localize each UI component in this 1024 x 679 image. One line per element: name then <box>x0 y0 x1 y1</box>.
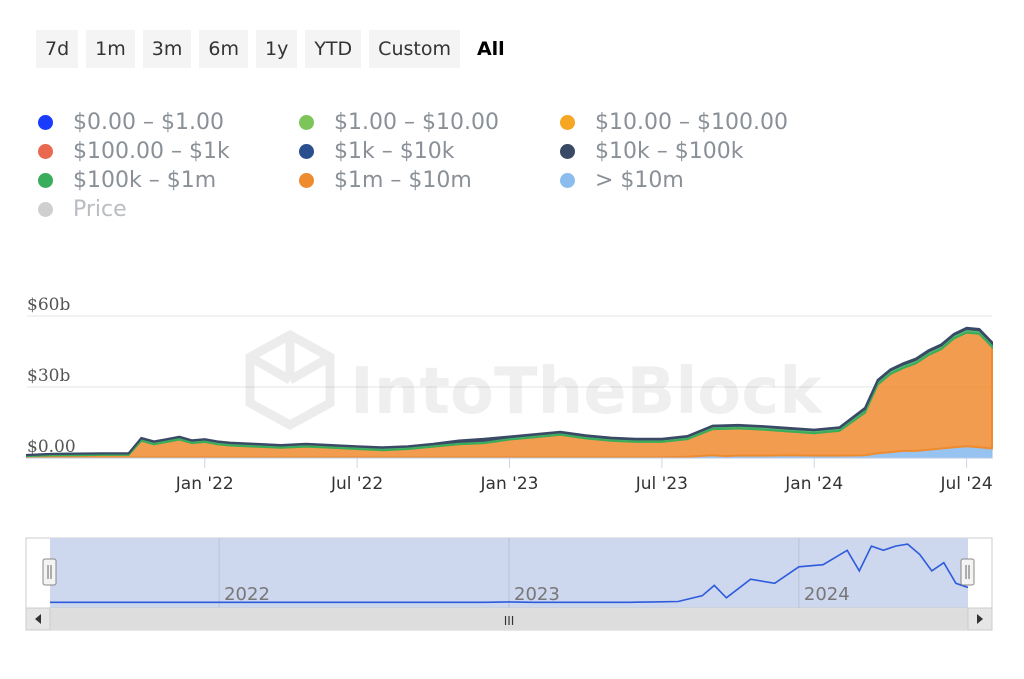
x-axis: Jan '22 Jul '22 Jan '23 Jul '23 Jan '24 Jul '… <box>175 458 993 494</box>
legend-label: $1.00 – $10.00 <box>334 110 499 135</box>
legend-label: $1m – $10m <box>334 168 472 193</box>
legend-dot-icon <box>299 115 314 130</box>
legend-label: $1k – $10k <box>334 139 455 164</box>
legend-dot-icon <box>38 202 53 217</box>
legend-item[interactable]: $0.00 – $1.00 <box>38 108 299 137</box>
legend-label: $100.00 – $1k <box>73 139 230 164</box>
x-tick-label: Jul '22 <box>330 474 383 494</box>
scroll-right-button[interactable] <box>967 607 993 631</box>
navigator-grid: 2022 2023 2024 <box>218 538 850 608</box>
legend-label: Price <box>73 197 127 222</box>
legend-item[interactable]: $10.00 – $100.00 <box>560 108 821 137</box>
x-tick-label: Jul '23 <box>635 474 688 494</box>
range-button-1m[interactable]: 1m <box>86 30 135 68</box>
watermark-logo <box>245 329 335 431</box>
y-tick-label: $60b <box>27 295 70 315</box>
legend-dot-icon <box>299 173 314 188</box>
legend: $0.00 – $1.00 $1.00 – $10.00 $10.00 – $100… <box>38 108 838 224</box>
legend-item[interactable]: $10k – $100k <box>560 137 821 166</box>
legend-item[interactable]: $1.00 – $10.00 <box>299 108 560 137</box>
legend-item[interactable]: $100.00 – $1k <box>38 137 299 166</box>
navigator-handle-left[interactable] <box>42 558 57 586</box>
legend-label: $100k – $1m <box>73 168 217 193</box>
legend-dot-icon <box>560 115 575 130</box>
legend-dot-icon <box>560 173 575 188</box>
navigator-year-label: 2022 <box>224 584 270 605</box>
range-button-6m[interactable]: 6m <box>199 30 248 68</box>
legend-item[interactable]: $1k – $10k <box>299 137 560 166</box>
navigator-handle-right[interactable] <box>960 558 975 586</box>
legend-label: $10.00 – $100.00 <box>595 110 788 135</box>
legend-item[interactable]: Price <box>38 195 299 224</box>
area-chart: IntoTheBlock $0.00 $30b $60b Jan '22 Jul '2… <box>26 295 993 494</box>
x-tick-label: Jan '22 <box>175 474 234 494</box>
range-button-ytd[interactable]: YTD <box>305 30 362 68</box>
range-button-all[interactable]: All <box>476 38 505 60</box>
x-tick-label: Jul '24 <box>939 474 992 494</box>
x-tick-label: Jan '24 <box>784 474 843 494</box>
range-button-custom[interactable]: Custom <box>369 30 460 68</box>
legend-dot-icon <box>38 144 53 159</box>
range-selector: 7d 1m 3m 6m 1y YTD Custom All <box>36 30 514 68</box>
range-button-3m[interactable]: 3m <box>142 30 192 68</box>
legend-dot-icon <box>299 144 314 159</box>
legend-dot-icon <box>38 115 53 130</box>
navigator-year-label: 2023 <box>514 584 560 605</box>
x-tick-label: Jan '23 <box>480 474 539 494</box>
legend-item[interactable]: $100k – $1m <box>38 166 299 195</box>
navigator-line <box>50 543 969 604</box>
navigator[interactable]: 2022 2023 2024 III <box>0 530 1024 640</box>
legend-dot-icon <box>38 173 53 188</box>
y-tick-label: $0.00 <box>27 437 76 457</box>
scrollbar-thumb[interactable] <box>50 609 968 629</box>
navigator-year-label: 2024 <box>804 584 850 605</box>
range-button-7d[interactable]: 7d <box>36 30 79 68</box>
y-tick-label: $30b <box>27 366 70 386</box>
watermark: IntoTheBlock <box>245 329 823 431</box>
scrollbar-grip: III <box>504 614 515 628</box>
legend-item[interactable]: $1m – $10m <box>299 166 560 195</box>
legend-item[interactable]: > $10m <box>560 166 821 195</box>
watermark-text: IntoTheBlock <box>350 355 823 429</box>
y-axis: $0.00 $30b $60b <box>27 295 76 457</box>
legend-label: $0.00 – $1.00 <box>73 110 224 135</box>
legend-label: $10k – $100k <box>595 139 744 164</box>
legend-label: > $10m <box>595 168 684 193</box>
scroll-left-button[interactable] <box>25 607 51 631</box>
legend-dot-icon <box>560 144 575 159</box>
series-area-3[interactable] <box>26 326 993 457</box>
range-button-1y[interactable]: 1y <box>255 30 298 68</box>
